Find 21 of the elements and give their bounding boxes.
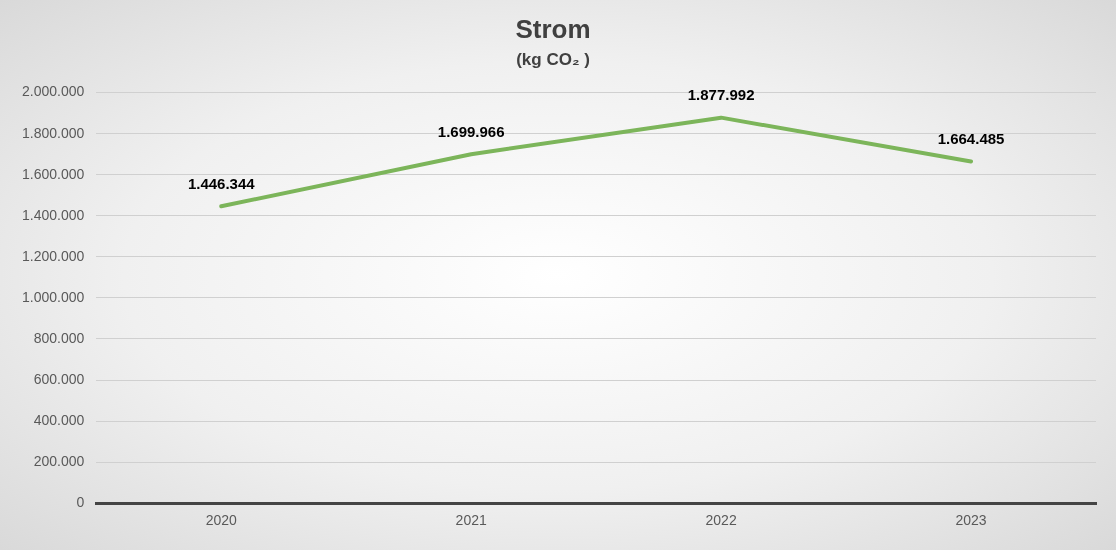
- y-tick-label: 400.000: [33, 411, 85, 428]
- data-label: 1.664.485: [937, 130, 1005, 148]
- data-label: 1.877.992: [687, 86, 755, 104]
- y-tick-label: 1.600.000: [21, 165, 85, 182]
- y-tick-label: 800.000: [33, 329, 85, 346]
- x-tick-label: 2023: [955, 512, 987, 529]
- chart-title: Strom: [515, 13, 591, 44]
- data-label: 1.699.966: [437, 122, 505, 140]
- x-tick-label: 2022: [705, 512, 737, 529]
- y-tick-label: 1.800.000: [21, 124, 85, 141]
- y-tick-label: 200.000: [33, 453, 85, 469]
- x-tick-label: 2021: [455, 512, 487, 529]
- y-tick-label: 1.400.000: [21, 206, 85, 223]
- y-tick-label: 600.000: [33, 370, 85, 387]
- y-tick-label: 1.200.000: [21, 247, 85, 264]
- y-tick-label: 2.000.000: [21, 83, 85, 100]
- chart-subtitle: (kg CO₂ ): [516, 50, 590, 70]
- x-tick-label: 2020: [205, 512, 238, 529]
- y-tick-label: 0: [76, 494, 85, 511]
- y-tick-label: 1.000.000: [21, 288, 85, 305]
- data-label: 1.446.344: [187, 174, 256, 192]
